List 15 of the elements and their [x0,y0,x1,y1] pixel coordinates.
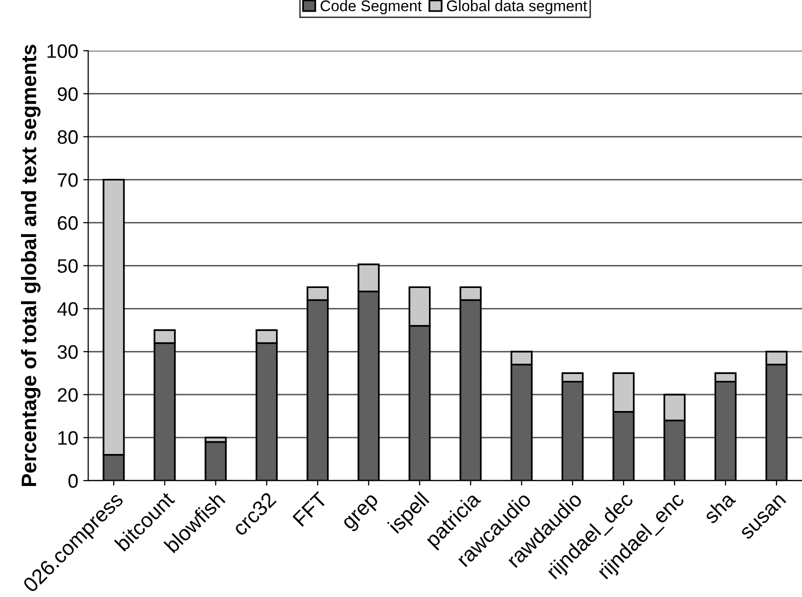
y-axis-title: Percentage of total global and text segments [20,44,41,486]
y-tick-label: 30 [58,345,78,359]
legend-label: Code Segment [320,0,422,14]
y-tick-label: 40 [57,302,78,316]
legend-label: Global data segment [446,0,588,14]
y-tick-label: 100 [48,44,78,58]
y-tick-label: 10 [58,431,78,445]
y-tick-label: 80 [58,130,78,144]
y-tick-label: 0 [68,474,78,488]
y-tick-label: 90 [58,87,78,101]
y-tick-label: 50 [58,259,78,273]
y-tick-label: 20 [58,388,78,402]
x-tick-label: sha [702,490,736,524]
y-tick-label: 70 [58,173,78,187]
y-tick-label: 60 [58,216,78,230]
